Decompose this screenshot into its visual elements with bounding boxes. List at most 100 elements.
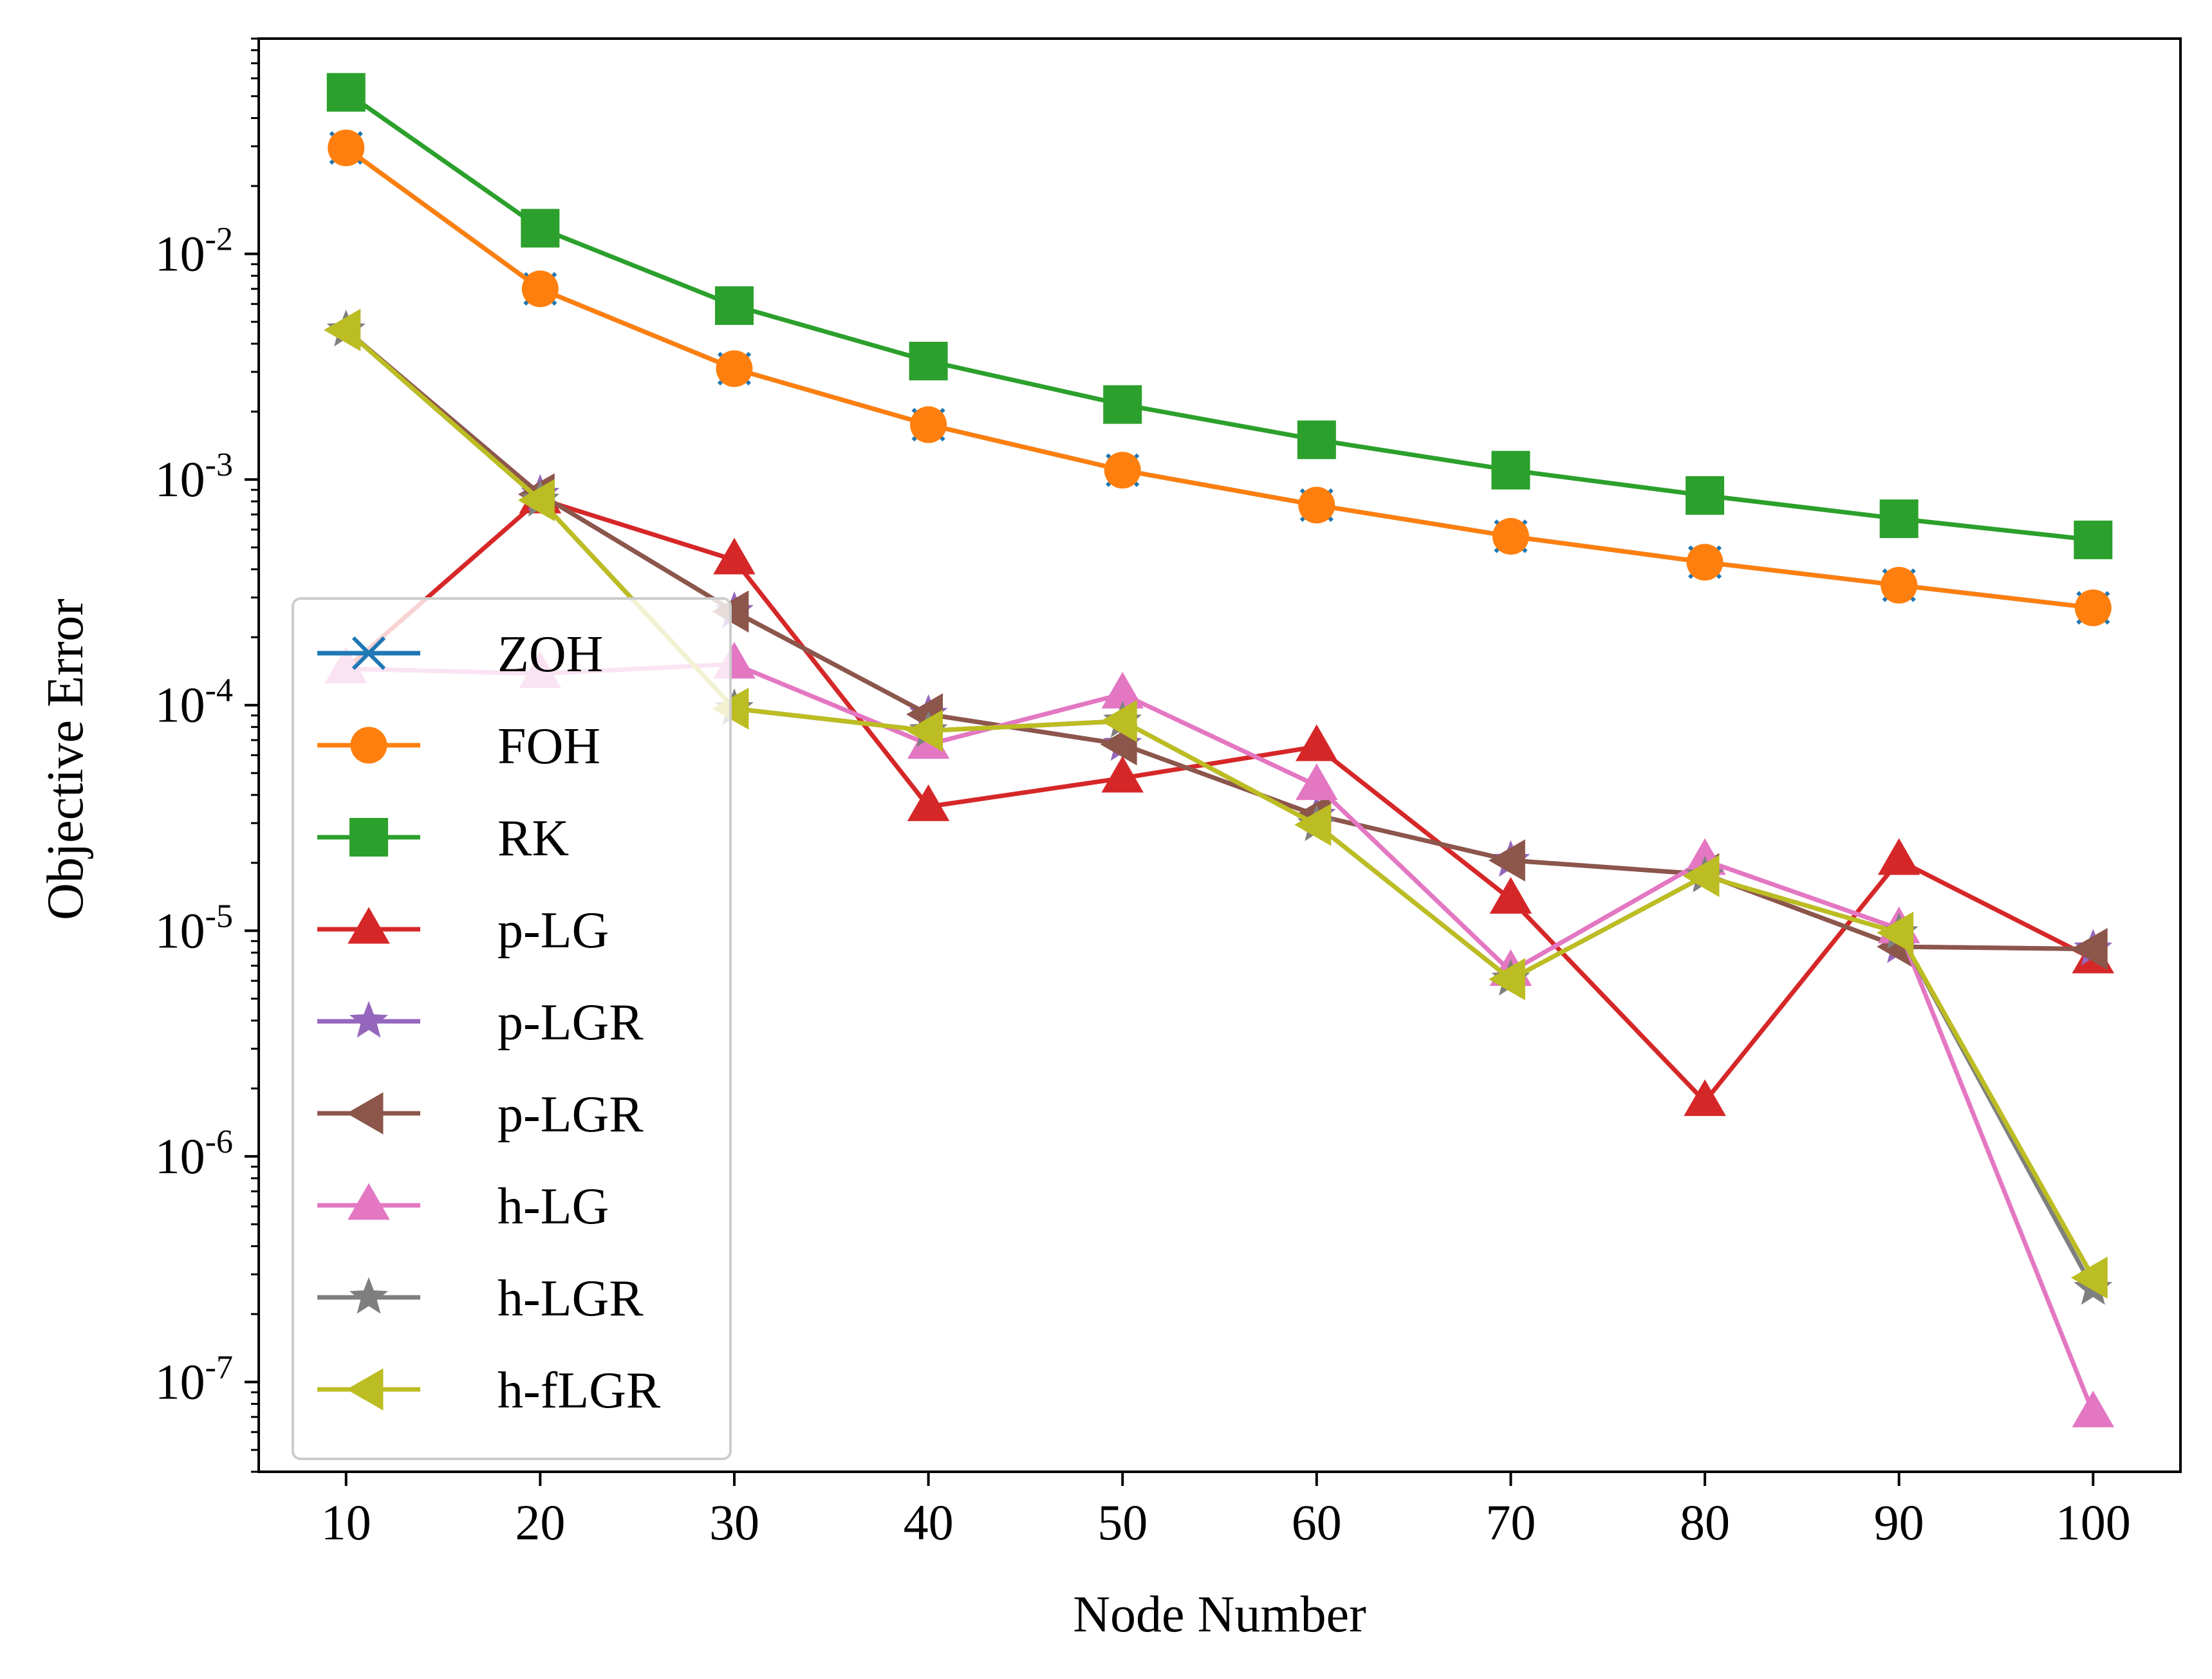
y-tick-exponent: -7 [205,1349,233,1386]
data-point [1877,838,1920,875]
data-point [1296,724,1338,761]
data-point [1686,544,1724,581]
legend-label: p-LGR [497,1086,644,1143]
y-tick-base: 10 [155,902,205,958]
legend-entry: p-LG [317,902,609,959]
series-line [344,145,2096,610]
data-point [909,342,948,381]
series-rk-2 [326,73,2113,559]
y-tick-label: 10-2 [155,221,233,282]
data-point [2070,927,2108,970]
data-point [1686,476,1725,515]
legend-label: ZOH [497,626,603,683]
data-point [326,73,366,112]
data-point [1104,452,1141,489]
legend-label: h-LGR [497,1270,644,1327]
data-point [1101,756,1144,793]
data-point [1103,385,1142,424]
legend-entry: RK [317,810,569,867]
y-tick-base: 10 [155,226,205,282]
data-point [2072,1390,2115,1427]
y-tick-base: 10 [155,1353,205,1409]
legend-marker [348,907,390,944]
data-point [1489,877,1532,914]
legend-label: h-fLGR [497,1362,661,1419]
data-point [328,129,365,167]
series-line [344,328,2096,952]
legend-label: p-LG [497,902,609,959]
data-point [1101,671,1144,709]
legend-marker [346,1092,384,1135]
legend-entry: h-LGR [317,1270,644,1327]
legend-marker [349,1001,388,1038]
x-tick-label: 20 [515,1494,565,1550]
legend-marker [348,1183,390,1220]
series-foh-1 [328,129,2112,626]
data-point [1297,420,1336,459]
data-point [517,479,555,521]
x-tick-label: 100 [2056,1494,2131,1550]
data-point [714,286,754,325]
data-point [1491,450,1530,490]
legend-box [292,597,732,1460]
legend-label: p-LGR [497,994,644,1051]
data-point [1881,566,1918,604]
data-point [1492,517,1529,555]
legend-marker [349,818,388,857]
x-axis-label: Node Number [1073,1586,1366,1643]
data-point [1682,855,1720,897]
legend-label: RK [497,810,569,867]
x-tick-label: 70 [1485,1494,1536,1550]
data-point [1100,700,1137,743]
data-point [1877,911,1914,954]
data-point [1488,958,1525,1001]
data-point [1684,1079,1726,1117]
x-tick-label: 80 [1680,1494,1730,1550]
data-point [713,537,756,575]
legend-entry: p-LGR [317,1086,644,1143]
x-tick-label: 10 [321,1494,371,1550]
x-tick-label: 50 [1097,1494,1148,1550]
data-point [906,709,943,752]
x-tick-label: 30 [709,1494,759,1550]
x-tick-label: 60 [1292,1494,1342,1550]
y-tick-exponent: -5 [205,898,233,934]
legend-entry: ZOH [317,626,603,683]
marker-stroke [351,636,386,671]
y-tick-base: 10 [155,451,205,507]
data-point [324,309,361,351]
data-point [1488,839,1525,882]
y-tick-exponent: -4 [205,673,233,709]
y-tick-label: 10-5 [155,898,233,958]
data-point [1294,803,1332,846]
legend-entry: FOH [317,718,600,775]
data-point [1879,499,1919,539]
y-tick-exponent: -6 [205,1124,233,1160]
series-line [344,496,2096,1104]
y-tick-base: 10 [155,1128,205,1184]
legend-marker [346,1368,384,1411]
y-tick-label: 10-3 [155,447,233,507]
data-point [521,209,560,248]
y-tick-exponent: -3 [205,447,233,483]
data-point [1296,763,1338,801]
data-point [1298,487,1335,524]
legend-entry: h-LG [317,1178,609,1235]
legend: ZOH FOH RK p-LG p-LGR p-LGR h-LG h-LGR h-fLGR [292,597,732,1460]
series-line [344,90,2096,543]
data-point [521,270,559,308]
data-point [2074,520,2113,559]
legend-label: h-LG [497,1178,609,1235]
legend-entry: p-LGR [317,994,644,1051]
y-tick-exponent: -2 [205,221,233,258]
y-tick-label: 10-7 [155,1349,233,1409]
x-tick-label: 90 [1874,1494,1924,1550]
legend-marker [351,636,386,671]
data-point [2074,589,2112,626]
data-point [910,406,947,443]
legend-marker [350,727,387,764]
data-point [2070,1256,2108,1299]
y-tick-label: 10-6 [155,1124,233,1184]
data-point [907,784,950,821]
